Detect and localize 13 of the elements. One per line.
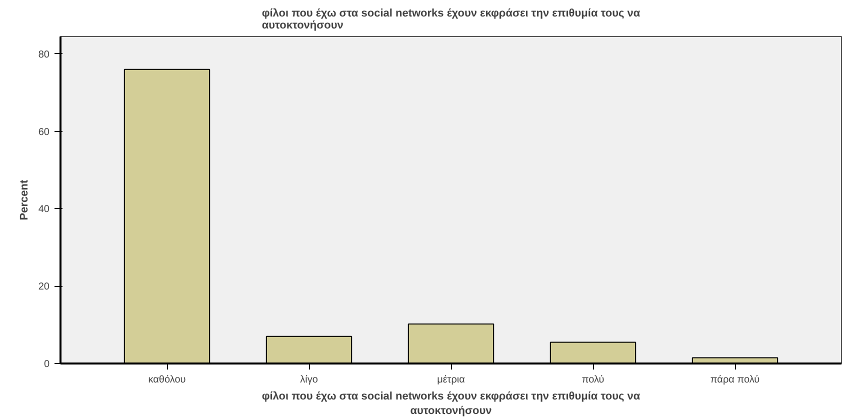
y-tick-label: 0 xyxy=(44,359,50,370)
x-tick-label: καθόλου xyxy=(148,374,186,386)
y-tick-label: 80 xyxy=(38,49,50,60)
x-tick-label: μέτρια xyxy=(437,374,466,386)
y-tick-label: 20 xyxy=(38,282,50,293)
y-tick-label: 60 xyxy=(38,126,50,138)
x-tick-label: λίγο xyxy=(300,374,318,386)
x-tick-label: πολύ xyxy=(582,374,604,386)
x-tick-label: πάρα πολύ xyxy=(710,374,760,386)
x-axis-title: φίλοι που έχω στα social networks έχουν εκφράσει την επιθυμία τους να αυτοκτονήσουν xyxy=(262,390,640,417)
y-tick-label: 40 xyxy=(38,204,50,216)
chart-title: φίλοι που έχω στα social networks έχουν εκφράσει την επιθυμία τους να αυτοκτονήσουν xyxy=(262,8,640,32)
y-axis-title: Percent xyxy=(18,179,30,220)
